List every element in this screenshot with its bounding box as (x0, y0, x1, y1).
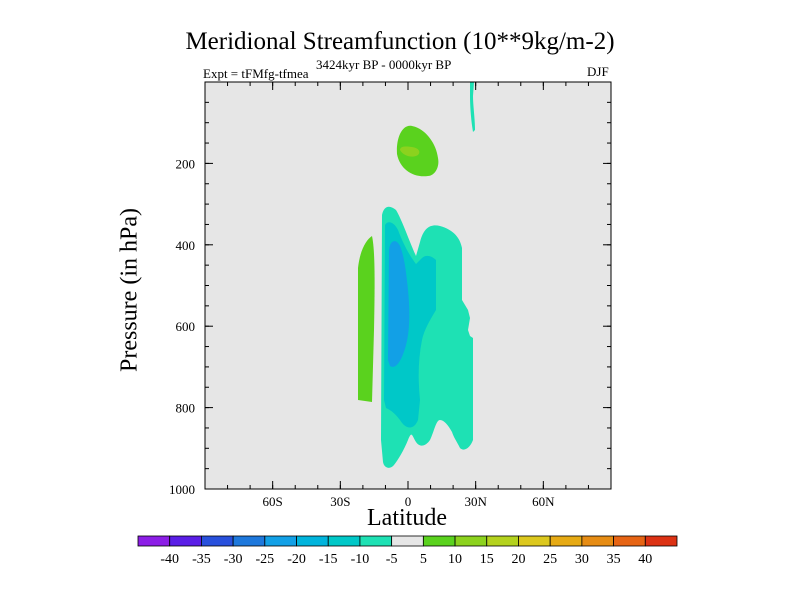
x-tick-label: 30S (330, 494, 350, 509)
colorbar-swatch (454, 535, 488, 547)
colorbar-label: 40 (638, 552, 652, 567)
y-tick-label: 800 (176, 401, 196, 416)
colorbar-label: -20 (287, 552, 306, 567)
x-tick-label: 0 (405, 494, 412, 509)
colorbar: -40 -35 -30 -25 -20 -15 -10 -5 5 10 15 20 25 30 35 40 (137, 535, 678, 567)
colorbar-label: -25 (255, 552, 274, 567)
colorbar-swatch (422, 535, 456, 547)
colorbar-label: 25 (543, 552, 557, 567)
chart-title: Meridional Streamfunction (10**9kg/m-2) (185, 28, 615, 55)
y-tick-label: 1000 (169, 482, 195, 497)
colorbar-swatch (296, 535, 329, 547)
colorbar-swatch (359, 535, 393, 547)
colorbar-label: -5 (386, 552, 398, 567)
contour-region-core (388, 241, 410, 367)
colorbar-label: 35 (607, 552, 621, 567)
period-label: 3424kyr BP - 0000kyr BP (316, 57, 452, 72)
x-axis-title: Latitude (367, 505, 447, 531)
colorbar-label: 20 (511, 552, 525, 567)
contour-region-green-band (358, 236, 375, 402)
y-tick-label: 200 (176, 156, 196, 171)
contour-regions (358, 82, 475, 468)
colorbar-label: 10 (448, 552, 462, 567)
experiment-label: Expt = tFMfg-tfmea (203, 66, 309, 81)
colorbar-swatch (486, 535, 519, 547)
colorbar-label: -40 (160, 552, 179, 567)
colorbar-swatch (201, 535, 234, 547)
colorbar-label: 30 (575, 552, 589, 567)
colorbar-swatch (232, 535, 266, 547)
colorbar-swatch (327, 535, 361, 547)
x-tick-label: 60N (532, 494, 555, 509)
colorbar-label: 15 (480, 552, 494, 567)
colorbar-swatch (644, 535, 678, 547)
y-tick-label: 600 (176, 319, 196, 334)
axes-layer: 60S 30S 0 30N 60N 200 400 600 800 1000 (169, 82, 611, 509)
colorbar-label: -10 (351, 552, 370, 567)
colorbar-label: -35 (192, 552, 211, 567)
colorbar-swatch (169, 535, 202, 547)
x-tick-label: 60S (263, 494, 283, 509)
colorbar-swatch (518, 535, 551, 547)
colorbar-swatch (549, 535, 583, 547)
contour-region-upper-streak (470, 82, 475, 132)
y-tick-label: 400 (176, 238, 196, 253)
season-label: DJF (587, 64, 609, 79)
colorbar-label: -15 (319, 552, 338, 567)
colorbar-swatch (613, 535, 646, 547)
contour-region-upper-core (400, 146, 420, 157)
x-tick-label: 30N (464, 494, 487, 509)
colorbar-swatch (137, 535, 171, 547)
colorbar-swatch (581, 535, 614, 547)
colorbar-label: -30 (224, 552, 243, 567)
colorbar-swatch (391, 535, 424, 547)
colorbar-swatch (264, 535, 297, 547)
colorbar-label: 5 (420, 552, 427, 567)
